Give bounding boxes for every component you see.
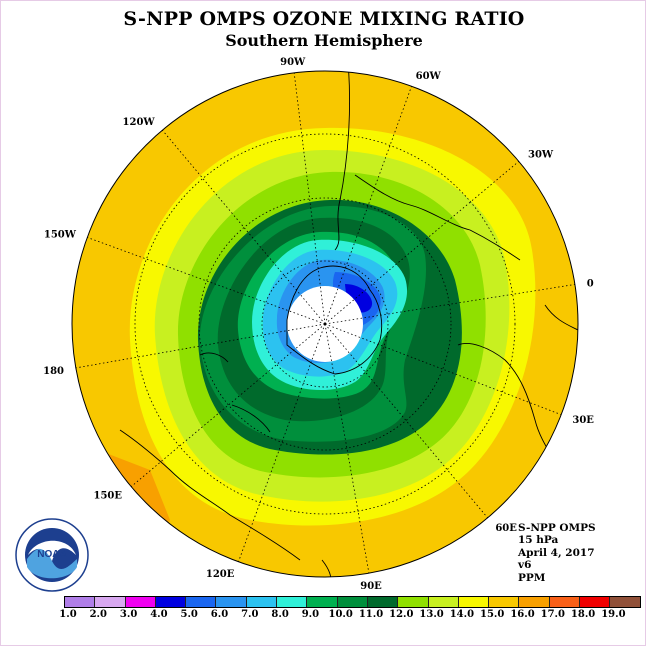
colorbar-tick-label: 3.0 [119, 609, 138, 620]
longitude-label: 120E [206, 569, 235, 580]
colorbar-swatch [95, 597, 126, 607]
pressure-level: 15 hPa [518, 534, 559, 547]
colorbar-tick-label: 18.0 [570, 609, 596, 620]
colorbar-swatch [367, 597, 399, 607]
colorbar-tick-label: 1.0 [59, 609, 77, 620]
colorbar-tick-label: 16.0 [510, 609, 535, 620]
map-boundary [71, 70, 579, 578]
colorbar-tick-label: 4.0 [150, 609, 168, 620]
ozone-field [72, 71, 578, 577]
map-title: S-NPP OMPS OZONE MIXING RATIO [123, 8, 525, 30]
colorbar-tick-labels: 1.0 2.0 3.0 4.0 5.0 6.0 7.0 8.0 9.0 10.0 11.0 12.0 1… [0, 609, 648, 623]
colorbar-swatch [398, 597, 429, 607]
colorbar-swatch [519, 597, 550, 607]
colorbar-swatch [307, 597, 338, 607]
colorbar-tick-label: 11.0 [358, 609, 384, 620]
colorbar-tick-label: 7.0 [241, 609, 259, 620]
colorbar-swatch [337, 597, 368, 607]
colorbar-swatch [246, 597, 278, 607]
noaa-logo-text: NOAA [37, 549, 66, 560]
noaa-logo: NOAA [15, 518, 89, 592]
version-label: v6 [518, 559, 532, 572]
graticule [75, 72, 575, 574]
colorbar-swatch [125, 597, 156, 607]
latitude-circle [198, 197, 452, 451]
colorbar-tick-label: 13.0 [419, 609, 444, 620]
colorbar-swatch [549, 597, 581, 607]
colorbar [64, 596, 641, 608]
colorbar-tick-label: 14.0 [449, 609, 475, 620]
longitude-label: 30W [528, 150, 554, 161]
longitude-label: 180 [43, 366, 64, 377]
colorbar-tick-label: 2.0 [89, 609, 107, 620]
longitude-labels: 90W 60W 30W 0 30E 60E 90E 120E 150E 180 150W 120W [43, 57, 594, 592]
colorbar-swatch [610, 597, 640, 607]
colorbar-swatch [489, 597, 520, 607]
colorbar-tick-label: 15.0 [480, 609, 505, 620]
longitude-label: 150W [44, 229, 77, 240]
longitude-label: 60E [495, 523, 517, 534]
instrument-label: S-NPP OMPS [518, 522, 596, 534]
colorbar-tick-label: 17.0 [540, 609, 565, 620]
colorbar-swatch [277, 597, 308, 607]
colorbar-swatch [216, 597, 247, 607]
longitude-label: 120W [123, 117, 156, 128]
longitude-label: 0 [587, 279, 594, 290]
latitude-circle [134, 133, 516, 515]
longitude-label: 30E [572, 415, 594, 426]
colorbar-swatch [458, 597, 490, 607]
colorbar-tick-label: 19.0 [601, 609, 626, 620]
latitude-circle [261, 260, 389, 388]
longitude-label: 90W [280, 57, 306, 68]
colorbar-swatch [65, 597, 96, 607]
colorbar-tick-label: 9.0 [301, 609, 320, 620]
units-label: PPM [518, 571, 546, 584]
longitude-label: 90E [360, 581, 382, 592]
longitude-label: 60W [416, 71, 442, 82]
colorbar-swatch [155, 597, 187, 607]
colorbar-swatch [186, 597, 217, 607]
colorbar-tick-label: 10.0 [328, 609, 353, 620]
colorbar-tick-label: 6.0 [210, 609, 229, 620]
colorbar-swatch [580, 597, 611, 607]
info-block: S-NPP OMPS 15 hPa April 4, 2017 v6 PPM [518, 522, 596, 584]
map-subtitle: Southern Hemisphere [225, 31, 423, 50]
date-label: April 4, 2017 [518, 546, 595, 559]
colorbar-tick-label: 5.0 [180, 609, 198, 620]
south-pole-marker [323, 322, 327, 326]
colorbar-tick-label: 8.0 [271, 609, 289, 620]
longitude-label: 150E [93, 490, 122, 501]
colorbar-swatch [428, 597, 459, 607]
colorbar-tick-label: 12.0 [389, 609, 414, 620]
